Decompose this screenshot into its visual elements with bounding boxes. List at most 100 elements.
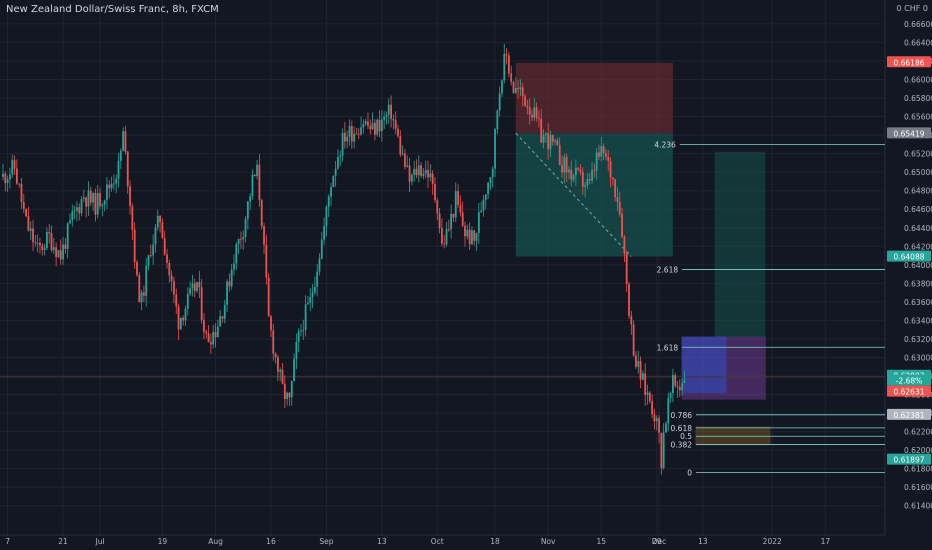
candle-body <box>517 88 520 90</box>
candle-body <box>186 293 189 309</box>
candles <box>2 43 686 475</box>
candle-body <box>593 169 596 171</box>
x-tick-label: Dec <box>652 537 667 546</box>
candle-body <box>103 200 106 205</box>
candle-body <box>219 316 222 327</box>
candle-body <box>323 226 325 240</box>
candle-body <box>431 173 434 184</box>
candle-body <box>475 233 478 241</box>
candle-body <box>394 120 397 129</box>
candle-body <box>175 294 178 307</box>
candle-body <box>454 191 457 218</box>
candle-body <box>307 302 309 305</box>
candle-body <box>200 287 203 321</box>
candle-body <box>427 169 429 178</box>
price-tag-label: -2.68% <box>896 377 923 386</box>
price-tag-bg <box>887 56 931 68</box>
candle-body <box>290 381 293 398</box>
x-tick-label: 16 <box>266 537 276 546</box>
x-tick-label: 29 <box>652 537 662 546</box>
candle-body <box>76 207 78 211</box>
candle-body <box>441 228 443 244</box>
candle-body <box>614 179 617 198</box>
candle-body <box>496 110 499 130</box>
candle-body <box>249 196 252 202</box>
candle-body <box>32 228 34 243</box>
symbol-title[interactable]: New Zealand Dollar/Swiss Franc, 8h, FXCM <box>6 4 219 15</box>
y-tick-label: 0.63200 <box>904 335 932 344</box>
candle-body <box>96 193 99 215</box>
candle-body <box>272 330 275 354</box>
candle-body <box>115 178 118 184</box>
price-tag-label: 0.62381 <box>893 411 924 420</box>
candle-body <box>214 331 217 338</box>
candle-body <box>316 271 319 287</box>
candle-body <box>623 236 626 254</box>
long-target-zone <box>714 151 766 338</box>
y-tick-label: 0.64400 <box>904 224 932 233</box>
candle-body <box>112 183 115 185</box>
candle-body <box>226 281 228 305</box>
y-tick-label: 0.62200 <box>904 428 932 437</box>
y-tick-label: 0.66600 <box>904 20 932 29</box>
candle-body <box>129 186 131 207</box>
candle-body <box>221 316 224 319</box>
price-tag-bg <box>887 250 931 262</box>
candle-body <box>542 135 545 143</box>
candle-body <box>22 202 25 209</box>
candle-body <box>621 213 623 237</box>
candle-body <box>369 125 372 130</box>
candle-body <box>140 292 143 302</box>
candle-body <box>556 140 559 145</box>
candle-body <box>429 173 432 178</box>
candle-body <box>99 193 101 207</box>
drawing-zones <box>0 62 885 446</box>
candle-body <box>360 127 362 135</box>
candle-body <box>600 146 603 157</box>
y-tick-label: 0.64800 <box>904 187 932 196</box>
candle-body <box>473 230 476 241</box>
candle-body <box>62 244 64 260</box>
candle-body <box>52 247 55 251</box>
candle-body <box>371 122 374 130</box>
candle-body <box>101 204 104 207</box>
candle-body <box>82 197 85 200</box>
candle-body <box>246 201 249 219</box>
candle-body <box>353 133 356 142</box>
candle-body <box>390 104 392 120</box>
candle-body <box>595 152 598 171</box>
candle-body <box>399 136 402 155</box>
candle-body <box>443 243 446 245</box>
candle-body <box>607 156 610 161</box>
candle-body <box>568 169 570 173</box>
blue-range-box <box>681 336 727 394</box>
candle-body <box>628 284 630 316</box>
candle-body <box>240 238 242 240</box>
candle-body <box>66 223 69 249</box>
candle-body <box>364 121 367 125</box>
candle-body <box>256 164 258 177</box>
candle-body <box>512 81 515 93</box>
fib-label: 0.786 <box>671 411 693 420</box>
fib-label: 0 <box>687 468 692 477</box>
candle-body <box>385 114 388 117</box>
y-tick-label: 0.65600 <box>904 113 932 122</box>
candle-body <box>415 168 418 176</box>
candle-body <box>503 53 506 81</box>
y-tick-label: 0.65800 <box>904 94 932 103</box>
candle-body <box>466 229 469 237</box>
price-tag-label: 0.65419 <box>893 129 924 138</box>
candle-body <box>482 199 485 211</box>
candle-body <box>653 414 656 422</box>
candle-body <box>378 119 381 132</box>
candle-body <box>207 333 210 343</box>
candle-body <box>242 237 245 240</box>
candle-body <box>639 361 642 380</box>
candle-body <box>681 382 684 391</box>
candle-body <box>376 119 379 135</box>
candle-body <box>304 304 307 330</box>
candle-body <box>413 168 416 175</box>
